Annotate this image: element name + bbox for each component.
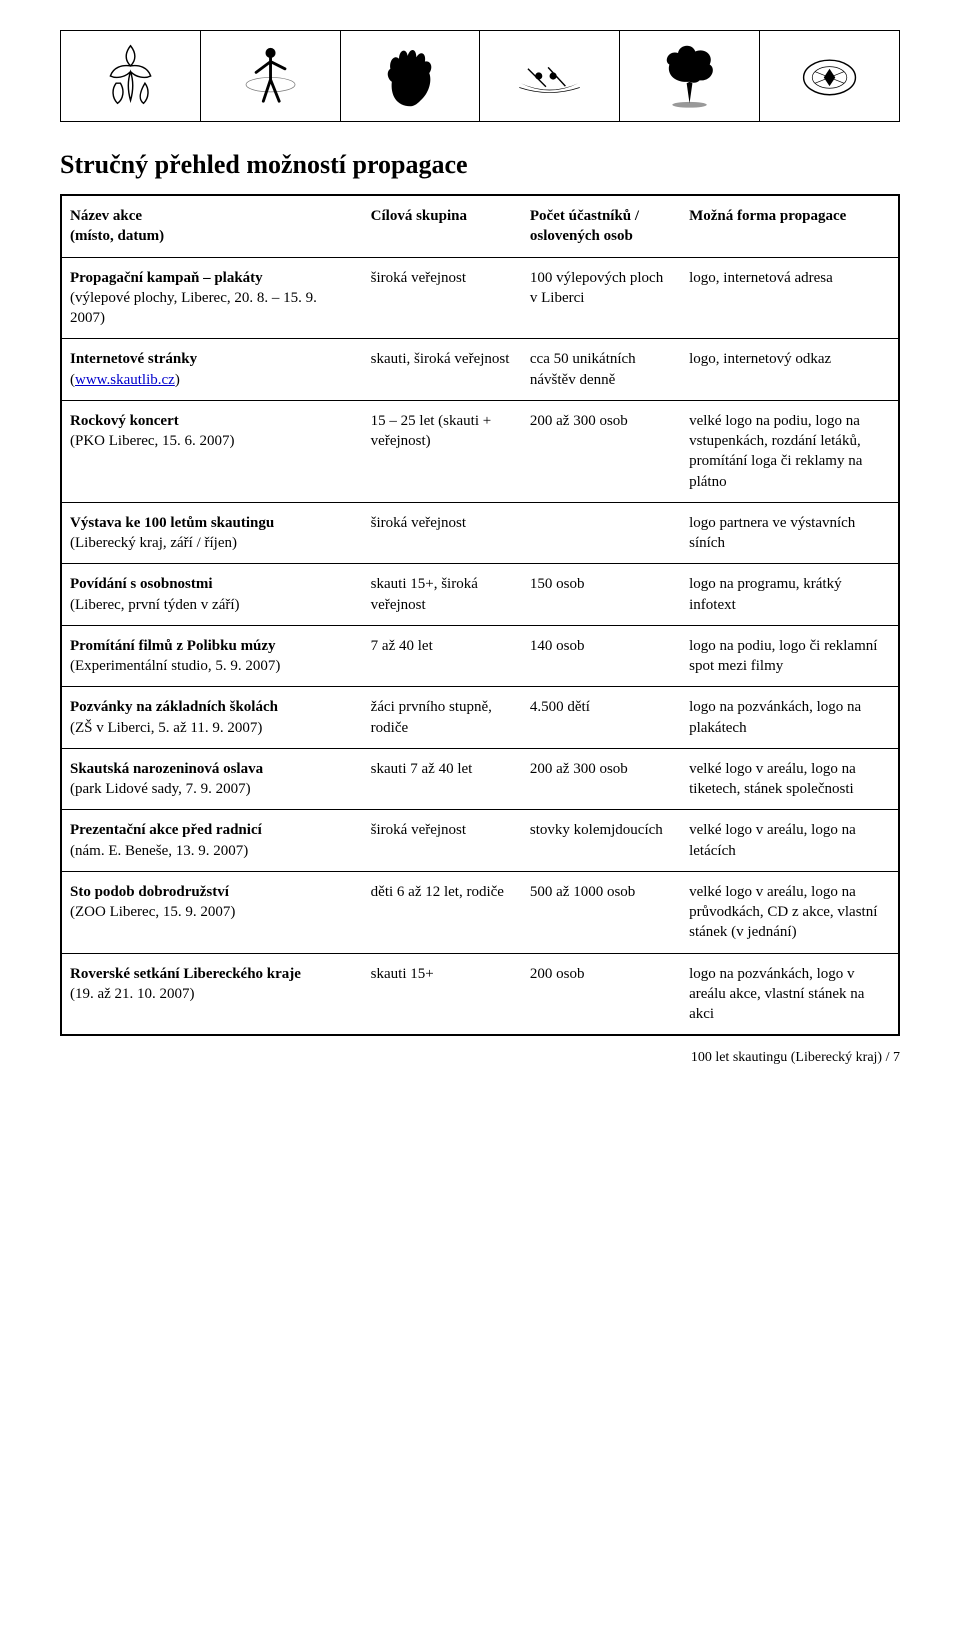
event-name: Internetové stránky [70, 351, 197, 367]
cell-forma: logo na pozvánkách, logo na plakátech [681, 687, 899, 749]
cell-pocet: 500 až 1000 osob [522, 871, 681, 953]
cell-cilova: 7 až 40 let [363, 625, 522, 687]
col-header-forma: Možná forma propagace [681, 195, 899, 257]
table-row: Prezentační akce před radnicí (nám. E. Be… [61, 810, 899, 872]
table-row: Promítání filmů z Polibku múzy (Experimen… [61, 625, 899, 687]
cell-cilova: široká veřejnost [363, 502, 522, 564]
cell-pocet [522, 502, 681, 564]
header-cell-tree [620, 31, 760, 121]
event-name: Propagační kampaň – plakáty [70, 270, 263, 286]
header-cell-compass [760, 31, 899, 121]
table-row: Sto podob dobrodružství (ZOO Liberec, 15.… [61, 871, 899, 953]
compass-icon [774, 40, 885, 112]
cell-name: Pozvánky na základních školách (ZŠ v Libe… [61, 687, 363, 749]
cell-forma: velké logo v areálu, logo na letácích [681, 810, 899, 872]
event-sub: (Liberec, první týden v září) [70, 597, 240, 613]
event-sub: (19. až 21. 10. 2007) [70, 986, 195, 1002]
canoe-icon [494, 40, 605, 112]
event-sub: (ZŠ v Liberci, 5. až 11. 9. 2007) [70, 720, 262, 736]
table-row: Internetové stránky(www.skautlib.cz)skau… [61, 339, 899, 401]
cell-name: Internetové stránky(www.skautlib.cz) [61, 339, 363, 401]
col-header-pocet: Počet účastníků / oslovených osob [522, 195, 681, 257]
cell-forma: logo na pozvánkách, logo v areálu akce, … [681, 953, 899, 1035]
cell-pocet: 200 až 300 osob [522, 400, 681, 502]
cell-pocet: cca 50 unikátních návštěv denně [522, 339, 681, 401]
handprint-icon [355, 40, 466, 112]
event-link[interactable]: www.skautlib.cz [75, 372, 175, 388]
event-name: Povídání s osobnostmi [70, 576, 213, 592]
header-illustration-strip [60, 30, 900, 122]
table-row: Povídání s osobnostmi (Liberec, první týd… [61, 564, 899, 626]
table-row: Roverské setkání Libereckého kraje (19. a… [61, 953, 899, 1035]
event-name: Pozvánky na základních školách [70, 699, 278, 715]
cell-name: Rockový koncert (PKO Liberec, 15. 6. 2007… [61, 400, 363, 502]
cell-cilova: skauti, široká veřejnost [363, 339, 522, 401]
header-cell-figure [201, 31, 341, 121]
event-sub: (Experimentální studio, 5. 9. 2007) [70, 658, 280, 674]
cell-cilova: široká veřejnost [363, 810, 522, 872]
event-name: Sto podob dobrodružství [70, 884, 229, 900]
cell-name: Sto podob dobrodružství (ZOO Liberec, 15.… [61, 871, 363, 953]
cell-pocet: stovky kolemjdoucích [522, 810, 681, 872]
cell-pocet: 150 osob [522, 564, 681, 626]
cell-pocet: 4.500 dětí [522, 687, 681, 749]
cell-forma: logo, internetový odkaz [681, 339, 899, 401]
tree-icon [634, 40, 745, 112]
table-row: Propagační kampaň – plakáty (výlepové plo… [61, 257, 899, 339]
cell-name: Propagační kampaň – plakáty (výlepové plo… [61, 257, 363, 339]
cell-cilova: široká veřejnost [363, 257, 522, 339]
table-row: Pozvánky na základních školách (ZŠ v Libe… [61, 687, 899, 749]
cell-name: Roverské setkání Libereckého kraje (19. a… [61, 953, 363, 1035]
cell-forma: velké logo na podiu, logo na vstupenkách… [681, 400, 899, 502]
lily-icon [75, 40, 186, 112]
cell-forma: logo partnera ve výstavních síních [681, 502, 899, 564]
table-row: Skautská narozeninová oslava (park Lidové… [61, 748, 899, 810]
header-cell-boat [480, 31, 620, 121]
events-table: Název akce (místo, datum) Cílová skupina… [60, 194, 900, 1036]
cell-cilova: skauti 15+, široká veřejnost [363, 564, 522, 626]
cell-name: Výstava ke 100 letům skautingu (Liberecký… [61, 502, 363, 564]
event-sub: (ZOO Liberec, 15. 9. 2007) [70, 904, 235, 920]
event-name: Promítání filmů z Polibku múzy [70, 638, 276, 654]
event-name: Prezentační akce před radnicí [70, 822, 262, 838]
cell-pocet: 100 výlepových ploch v Liberci [522, 257, 681, 339]
event-sub: (park Lidové sady, 7. 9. 2007) [70, 781, 251, 797]
figure-icon [215, 40, 326, 112]
cell-name: Skautská narozeninová oslava (park Lidové… [61, 748, 363, 810]
cell-name: Prezentační akce před radnicí (nám. E. Be… [61, 810, 363, 872]
event-sub: (výlepové plochy, Liberec, 20. 8. – 15. … [70, 290, 317, 326]
cell-pocet: 200 až 300 osob [522, 748, 681, 810]
event-name: Skautská narozeninová oslava [70, 761, 263, 777]
cell-cilova: skauti 7 až 40 let [363, 748, 522, 810]
cell-pocet: 200 osob [522, 953, 681, 1035]
cell-forma: velké logo v areálu, logo na tiketech, s… [681, 748, 899, 810]
event-name: Rockový koncert [70, 413, 179, 429]
cell-name: Povídání s osobnostmi (Liberec, první týd… [61, 564, 363, 626]
event-sub: (Liberecký kraj, září / říjen) [70, 535, 237, 551]
header-cell-hand [341, 31, 481, 121]
cell-forma: velké logo v areálu, logo na průvodkách,… [681, 871, 899, 953]
cell-cilova: skauti 15+ [363, 953, 522, 1035]
page-title: Stručný přehled možností propagace [60, 150, 900, 180]
table-row: Rockový koncert (PKO Liberec, 15. 6. 2007… [61, 400, 899, 502]
cell-forma: logo na podiu, logo či reklamní spot mez… [681, 625, 899, 687]
cell-pocet: 140 osob [522, 625, 681, 687]
event-sub: (nám. E. Beneše, 13. 9. 2007) [70, 843, 248, 859]
col-header-cilova: Cílová skupina [363, 195, 522, 257]
cell-cilova: děti 6 až 12 let, rodiče [363, 871, 522, 953]
cell-forma: logo, internetová adresa [681, 257, 899, 339]
event-name: Výstava ke 100 letům skautingu [70, 515, 274, 531]
cell-forma: logo na programu, krátký infotext [681, 564, 899, 626]
cell-cilova: 15 – 25 let (skauti + veřejnost) [363, 400, 522, 502]
col-header-name: Název akce (místo, datum) [61, 195, 363, 257]
table-row: Výstava ke 100 letům skautingu (Liberecký… [61, 502, 899, 564]
event-sub: (PKO Liberec, 15. 6. 2007) [70, 433, 235, 449]
header-cell-lily [61, 31, 201, 121]
page: Stručný přehled možností propagace Název… [0, 0, 960, 1086]
cell-cilova: žáci prvního stupně, rodiče [363, 687, 522, 749]
cell-name: Promítání filmů z Polibku múzy (Experimen… [61, 625, 363, 687]
event-name: Roverské setkání Libereckého kraje [70, 966, 301, 982]
page-footer: 100 let skautingu (Liberecký kraj) / 7 [60, 1050, 900, 1066]
